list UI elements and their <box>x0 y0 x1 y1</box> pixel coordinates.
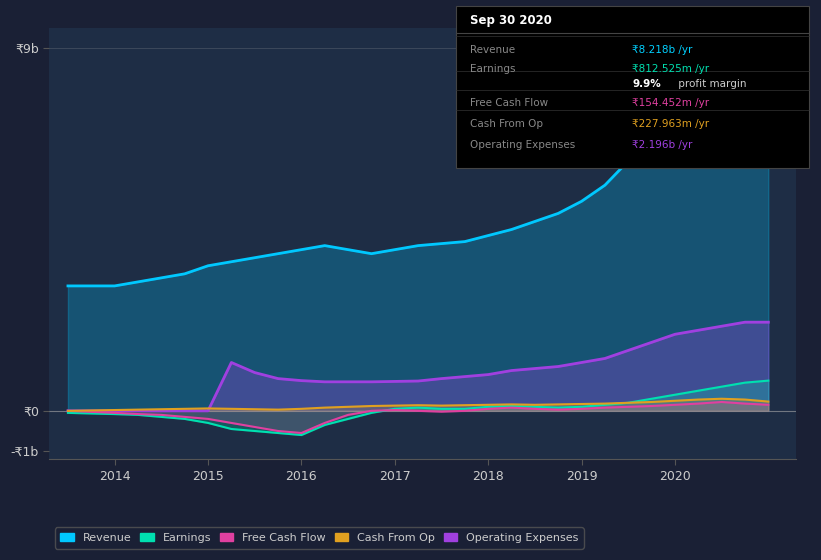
FancyBboxPatch shape <box>456 6 809 168</box>
Text: ₹227.963m /yr: ₹227.963m /yr <box>632 119 709 129</box>
Text: ₹2.196b /yr: ₹2.196b /yr <box>632 141 693 151</box>
Text: ₹8.218b /yr: ₹8.218b /yr <box>632 45 693 54</box>
Text: ₹154.452m /yr: ₹154.452m /yr <box>632 98 709 108</box>
Text: ₹812.525m /yr: ₹812.525m /yr <box>632 64 709 74</box>
Text: Sep 30 2020: Sep 30 2020 <box>470 14 552 27</box>
Text: profit margin: profit margin <box>675 79 746 88</box>
Text: Revenue: Revenue <box>470 45 515 54</box>
Legend: Revenue, Earnings, Free Cash Flow, Cash From Op, Operating Expenses: Revenue, Earnings, Free Cash Flow, Cash … <box>55 528 584 548</box>
Text: 9.9%: 9.9% <box>632 79 661 88</box>
Text: Cash From Op: Cash From Op <box>470 119 543 129</box>
Text: Free Cash Flow: Free Cash Flow <box>470 98 548 108</box>
Text: Earnings: Earnings <box>470 64 516 74</box>
Text: Operating Expenses: Operating Expenses <box>470 141 575 151</box>
